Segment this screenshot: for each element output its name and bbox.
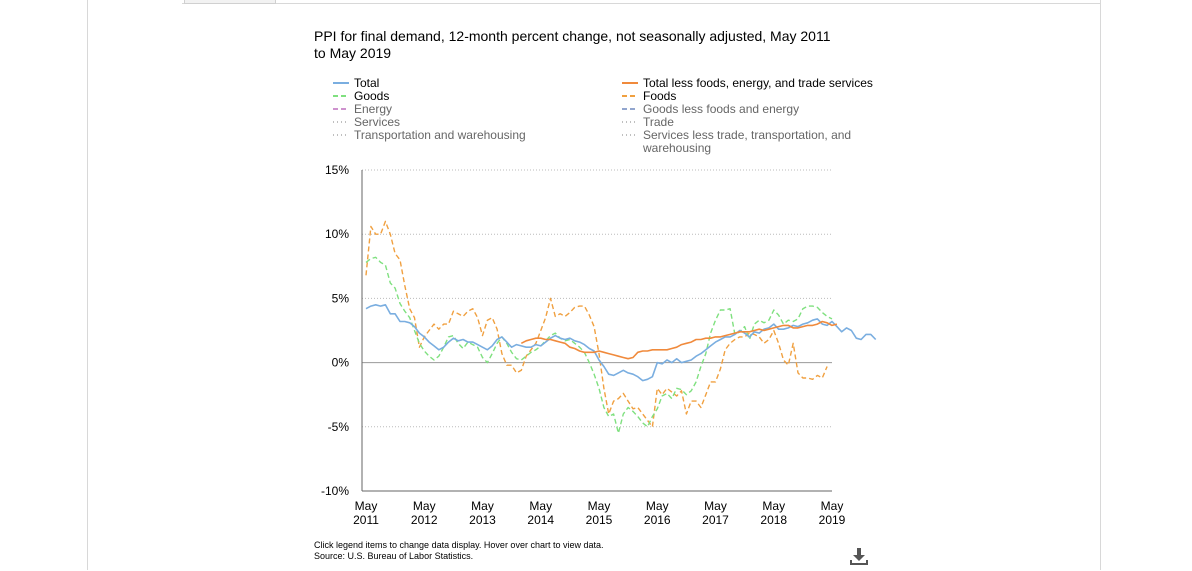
legend-label: Foods bbox=[643, 89, 677, 103]
x-tick-label-year: 2013 bbox=[469, 513, 496, 527]
chart-title: PPI for final demand, 12-month percent c… bbox=[314, 28, 831, 61]
legend-label: Energy bbox=[354, 102, 393, 116]
y-tick-label: -10% bbox=[321, 484, 349, 498]
series-line-total-less-foods-energy-and-trade-services bbox=[520, 320, 838, 360]
x-tick-label-month: May bbox=[588, 499, 611, 513]
x-tick-label-year: 2019 bbox=[819, 513, 846, 527]
legend-right-column: Total less foods, energy, and trade serv… bbox=[622, 77, 873, 155]
top-tab[interactable] bbox=[184, 0, 276, 4]
legend-item-trade[interactable]: Trade bbox=[622, 116, 873, 129]
legend-swatch bbox=[622, 82, 638, 84]
legend-item-services[interactable]: Services bbox=[333, 116, 526, 129]
legend-swatch bbox=[333, 95, 349, 97]
legend-label: Transportation and warehousing bbox=[354, 128, 526, 142]
legend-item-foods[interactable]: Foods bbox=[622, 90, 873, 103]
legend-item-goods-less-foods-and-energy[interactable]: Goods less foods and energy bbox=[622, 103, 873, 116]
legend-swatch bbox=[622, 121, 638, 123]
y-tick-label: 5% bbox=[332, 291, 350, 305]
legend-swatch bbox=[622, 108, 638, 110]
y-tick-label: -5% bbox=[328, 420, 350, 434]
legend-label: Trade bbox=[643, 115, 674, 129]
chart-notes: Click legend items to change data displa… bbox=[314, 540, 603, 562]
legend-label: Total less foods, energy, and trade serv… bbox=[643, 76, 873, 90]
legend-item-total[interactable]: Total bbox=[333, 77, 526, 90]
series-line-goods bbox=[365, 256, 833, 434]
y-tick-label: 0% bbox=[332, 356, 350, 370]
legend-label: Services less trade, transportation, and… bbox=[643, 128, 852, 155]
x-tick-label-year: 2011 bbox=[353, 513, 379, 527]
legend-item-total-less-foods-energy-and-trade-services[interactable]: Total less foods, energy, and trade serv… bbox=[622, 77, 873, 90]
x-tick-label-month: May bbox=[529, 499, 552, 513]
legend-item-goods[interactable]: Goods bbox=[333, 90, 526, 103]
series-line-foods bbox=[365, 220, 828, 428]
download-icon[interactable] bbox=[849, 546, 869, 566]
x-tick-label-month: May bbox=[646, 499, 669, 513]
legend-left-column: Total Goods Energy Services Transportation a… bbox=[333, 77, 526, 142]
y-tick-label: 15% bbox=[325, 163, 349, 177]
legend-label: Goods less foods and energy bbox=[643, 102, 800, 116]
x-tick-label-year: 2018 bbox=[760, 513, 787, 527]
legend-label: Services bbox=[354, 115, 401, 129]
y-tick-label: 10% bbox=[325, 227, 349, 241]
frame-top-border bbox=[182, 3, 1100, 4]
x-tick-label-month: May bbox=[762, 499, 785, 513]
legend-swatch bbox=[333, 134, 349, 136]
frame-right-border bbox=[1100, 0, 1101, 570]
legend-swatch bbox=[333, 82, 349, 84]
notes-instructions: Click legend items to change data displa… bbox=[314, 540, 604, 550]
x-tick-label-year: 2012 bbox=[411, 513, 438, 527]
legend-item-energy[interactable]: Energy bbox=[333, 103, 526, 116]
x-tick-label-year: 2017 bbox=[702, 513, 729, 527]
x-tick-label-year: 2014 bbox=[527, 513, 554, 527]
legend-swatch bbox=[622, 95, 638, 97]
x-tick-label-month: May bbox=[821, 499, 844, 513]
x-tick-label-month: May bbox=[413, 499, 436, 513]
legend-label: Total bbox=[354, 76, 380, 90]
legend-item-transportation-and-warehousing[interactable]: Transportation and warehousing bbox=[333, 129, 526, 142]
legend-swatch bbox=[333, 108, 349, 110]
x-tick-label-month: May bbox=[355, 499, 378, 513]
legend-swatch bbox=[333, 121, 349, 123]
notes-source: Source: U.S. Bureau of Labor Statistics. bbox=[314, 551, 474, 561]
legend-label: Goods bbox=[354, 89, 390, 103]
x-tick-label-year: 2015 bbox=[586, 513, 613, 527]
x-tick-label-month: May bbox=[704, 499, 727, 513]
legend-swatch bbox=[622, 134, 638, 136]
x-tick-label-month: May bbox=[471, 499, 494, 513]
x-tick-label-year: 2016 bbox=[644, 513, 671, 527]
frame-left-border bbox=[87, 0, 88, 570]
legend-item-services-less-trade-transportation-and-warehousing[interactable]: Services less trade, transportation, and… bbox=[622, 129, 873, 155]
download-icon-glyph bbox=[850, 548, 868, 565]
